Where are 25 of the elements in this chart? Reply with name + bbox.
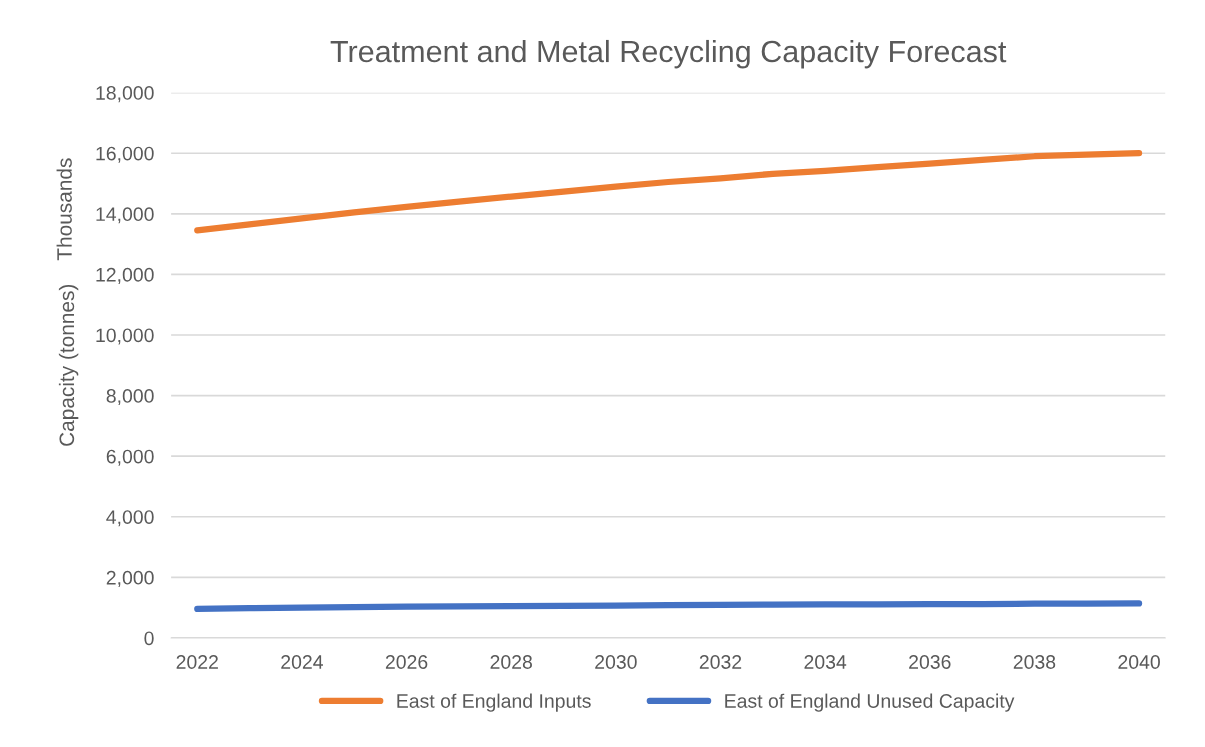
y-axis-title: Capacity (tonnes) bbox=[58, 284, 79, 446]
legend-label: East of England Unused Capacity bbox=[725, 693, 1015, 712]
x-tick-label: 2022 bbox=[176, 655, 218, 669]
x-tick-label: 2040 bbox=[1118, 655, 1160, 669]
x-tick-label: 2036 bbox=[909, 655, 951, 669]
x-tick-label: 2028 bbox=[490, 655, 532, 669]
chart-title: Treatment and Metal Recycling Capacity Forecast bbox=[330, 39, 1007, 69]
y-tick-label: 14,000 bbox=[96, 207, 154, 224]
x-tick-label: 2026 bbox=[385, 655, 428, 669]
y-tick-label: 2,000 bbox=[106, 570, 154, 587]
x-tick-label: 2032 bbox=[699, 655, 742, 669]
y-tick-label: 16,000 bbox=[96, 146, 154, 163]
x-tick-label: 2034 bbox=[804, 655, 847, 669]
y-tick-label: 10,000 bbox=[96, 328, 154, 345]
y-tick-label: 0 bbox=[144, 631, 154, 646]
y-tick-label: 8,000 bbox=[106, 389, 154, 406]
y-tick-label: 18,000 bbox=[96, 86, 154, 103]
y-tick-label: 12,000 bbox=[96, 267, 154, 284]
x-tick-label: 2038 bbox=[1013, 655, 1056, 669]
text: Thousands bbox=[56, 158, 72, 261]
legend-label: East of England Inputs bbox=[397, 693, 591, 712]
y-tick-label: 4,000 bbox=[106, 510, 154, 527]
x-tick-label: 2030 bbox=[595, 655, 637, 669]
y-tick-label: 6,000 bbox=[106, 449, 154, 466]
x-tick-label: 2024 bbox=[281, 655, 323, 669]
